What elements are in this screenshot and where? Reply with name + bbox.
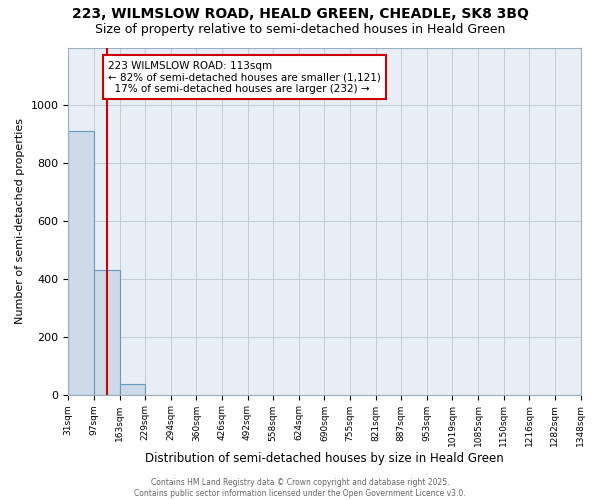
Text: 223 WILMSLOW ROAD: 113sqm
← 82% of semi-detached houses are smaller (1,121)
  17: 223 WILMSLOW ROAD: 113sqm ← 82% of semi-… [108,60,381,94]
Text: Size of property relative to semi-detached houses in Heald Green: Size of property relative to semi-detach… [95,22,505,36]
Y-axis label: Number of semi-detached properties: Number of semi-detached properties [15,118,25,324]
Text: 223, WILMSLOW ROAD, HEALD GREEN, CHEADLE, SK8 3BQ: 223, WILMSLOW ROAD, HEALD GREEN, CHEADLE… [71,8,529,22]
Bar [119,384,145,394]
Text: Contains HM Land Registry data © Crown copyright and database right 2025.
Contai: Contains HM Land Registry data © Crown c… [134,478,466,498]
Bar [94,270,119,394]
Bar [68,132,94,394]
X-axis label: Distribution of semi-detached houses by size in Heald Green: Distribution of semi-detached houses by … [145,452,504,465]
